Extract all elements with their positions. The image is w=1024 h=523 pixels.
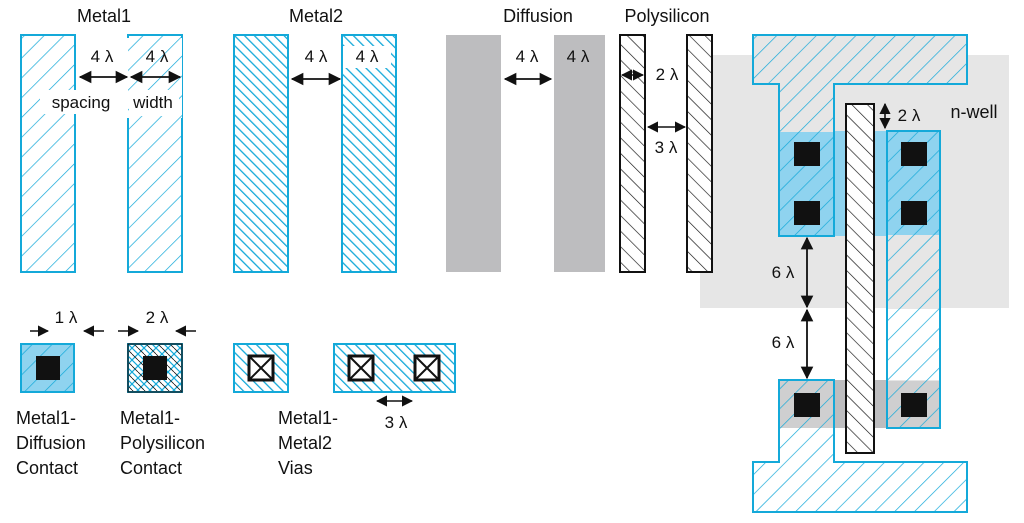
poly-gate: [845, 103, 875, 454]
caption-m1-poly-line1: Metal1-: [120, 408, 180, 428]
poly-strip-right: [686, 34, 713, 273]
metal1-strip-left: [20, 34, 76, 273]
well-spacing-dim-lower: 6 λ: [772, 333, 795, 352]
caption-m1-poly-line3: Contact: [120, 458, 182, 478]
poly-spacing-dim: 3 λ: [655, 138, 678, 157]
diffusion-strip-left: [446, 35, 501, 272]
m1-poly-contact-cut: [143, 356, 167, 380]
poly-strip-left: [619, 34, 646, 273]
diffusion-width-dim: 4 λ: [567, 47, 590, 66]
contact-p-bottom-left: [794, 201, 820, 225]
metal1-spacing-dim: 4 λ: [91, 47, 114, 66]
caption-m1-diff-line1: Metal1-: [16, 408, 76, 428]
metal2-strip-left: [233, 34, 289, 273]
via-spacing-dim: 3 λ: [385, 413, 408, 432]
metal2-spacing-dim: 4 λ: [305, 47, 328, 66]
contact-p-top-right: [901, 142, 927, 166]
metal1-title: Metal1: [77, 6, 131, 26]
contact-overlap-dim-2: 2 λ: [146, 308, 169, 327]
contact-n-left: [794, 393, 820, 417]
caption-m1-m2-line2: Metal2: [278, 433, 332, 453]
contact-p-top-left: [794, 142, 820, 166]
contact-n-right: [901, 393, 927, 417]
via-double-left-icon: [347, 354, 375, 382]
m1-diff-contact-cut: [36, 356, 60, 380]
via-single-icon: [247, 354, 275, 382]
metal1-width-label: width: [132, 93, 173, 112]
metal1-width-dim: 4 λ: [146, 47, 169, 66]
well-spacing-dim-upper: 6 λ: [772, 263, 795, 282]
contact-overlap-dim-1: 1 λ: [55, 308, 78, 327]
diffusion-strip-right: [554, 35, 605, 272]
polysilicon-title: Polysilicon: [624, 6, 709, 26]
n-well-label: n-well: [950, 102, 997, 122]
metal1-spacing-label: spacing: [52, 93, 111, 112]
metal2-strip-right: [341, 34, 397, 273]
diffusion-spacing-dim: 4 λ: [516, 47, 539, 66]
caption-m1-diff-line3: Contact: [16, 458, 78, 478]
caption-m1-poly-line2: Polysilicon: [120, 433, 205, 453]
metal2-width-dim: 4 λ: [356, 47, 379, 66]
poly-width-dim: 2 λ: [656, 65, 679, 84]
metal2-title: Metal2: [289, 6, 343, 26]
caption-m1-diff-line2: Diffusion: [16, 433, 86, 453]
caption-m1-m2-line3: Vias: [278, 458, 313, 478]
contact-p-bottom-right: [901, 201, 927, 225]
caption-m1-m2-line1: Metal1-: [278, 408, 338, 428]
via-double-right-icon: [413, 354, 441, 382]
poly-extension-dim: 2 λ: [898, 106, 921, 125]
diffusion-title: Diffusion: [503, 6, 573, 26]
